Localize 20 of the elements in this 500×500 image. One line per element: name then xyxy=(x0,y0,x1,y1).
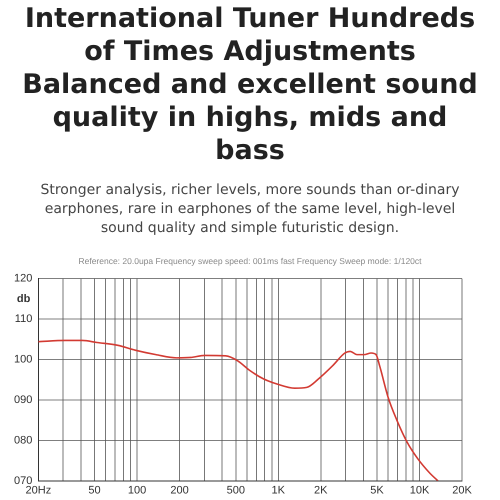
text: Reference: 20.0upa Frequency sweep speed: 001ms fast Frequency Sweep mode: 1/120ct xyxy=(77,256,423,266)
x-tick-label: 200 xyxy=(170,484,189,496)
y-tick-label: 070 xyxy=(14,474,32,487)
chart-title: International Tuner Hundreds of Times Adjustments Balanced and excellent sound quality in highs, mids and bass xyxy=(21,2,479,167)
x-tick-label: 10K xyxy=(410,484,430,496)
y-tick-label: 120 xyxy=(14,272,32,285)
y-tick-label: 110 xyxy=(14,313,32,326)
chart-subtitle: Stronger analysis, richer levels, more sounds than or-dinary earphones, rare in earphones of the same level, high-level sound quality and simple futuristic design. xyxy=(40,181,460,238)
x-tick-label: 20K xyxy=(452,484,472,496)
y-tick-label: 090 xyxy=(14,394,32,406)
x-tick-label: 100 xyxy=(128,484,146,496)
y-tick-label: 080 xyxy=(14,434,32,446)
y-tick-label: 100 xyxy=(14,354,32,366)
x-tick-label: 500 xyxy=(226,484,245,496)
x-tick-label: 50 xyxy=(88,484,101,496)
x-tick-label: 20Hz xyxy=(26,484,52,496)
x-tick-label: 1K xyxy=(272,484,286,496)
x-tick-label: 2K xyxy=(314,484,328,496)
y-axis-title: db xyxy=(16,292,31,305)
x-tick-label: 5K xyxy=(370,484,384,496)
